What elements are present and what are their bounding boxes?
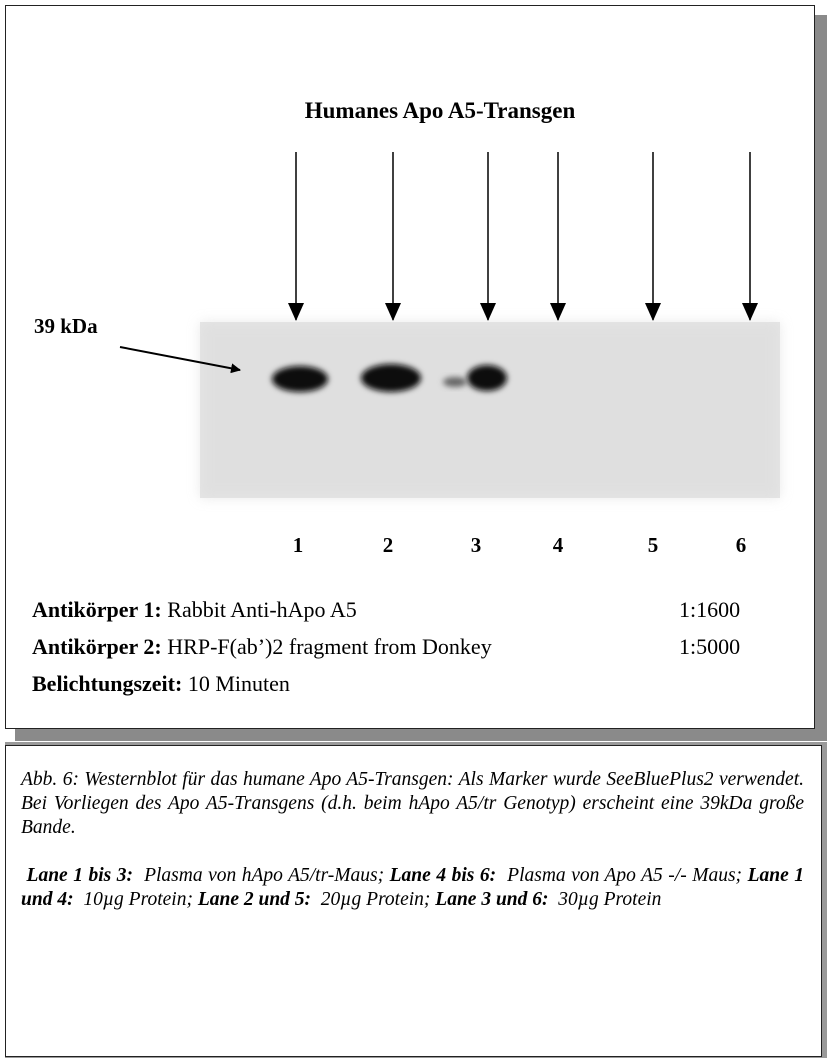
band: [361, 364, 421, 392]
antibody-row: Antikörper 1: Rabbit Anti-hApo A5: [32, 597, 357, 623]
lane-description-text: 20µg Protein;: [321, 889, 431, 910]
lane-description-text: Plasma von Apo A5 -/- Maus;: [507, 865, 742, 886]
marker-label: 39 kDa: [34, 314, 98, 339]
band-faint: [443, 377, 467, 387]
figure-title: Humanes Apo A5-Transgen: [200, 98, 680, 124]
caption: Abb. 6: Westernblot für das humane Apo A…: [21, 768, 804, 936]
lane-description-text: Plasma von hApo A5/tr-Maus;: [144, 865, 384, 886]
lane-label: 2: [373, 533, 403, 558]
antibody-label: Antikörper 1:: [32, 597, 162, 622]
lane-description-text: 10µg Protein;: [83, 889, 193, 910]
antibody-dilution: 1:1600: [679, 597, 740, 623]
lane-description-label: Lane 3 und 6:: [435, 889, 548, 910]
band: [272, 366, 328, 392]
lane-description-label: Lane 1 bis 3:: [27, 865, 133, 886]
lane-label: 5: [638, 533, 668, 558]
page: {"figure": {"title": "Humanes Apo A5-Tra…: [0, 0, 830, 1061]
lane-description-text: 30µg Protein: [558, 889, 661, 910]
antibody-row: Belichtungszeit: 10 Minuten: [32, 671, 290, 697]
antibody-text: 10 Minuten: [188, 671, 290, 696]
antibody-dilution: 1:5000: [679, 634, 740, 660]
band: [467, 365, 507, 391]
blot-texture: [200, 322, 780, 498]
lane-label: 6: [726, 533, 756, 558]
antibody-text: Rabbit Anti-hApo A5: [167, 597, 356, 622]
caption-description: Abb. 6: Westernblot für das humane Apo A…: [21, 768, 804, 840]
antibody-label: Antikörper 2:: [32, 634, 162, 659]
antibody-label: Belichtungszeit:: [32, 671, 182, 696]
lane-description-label: Lane 4 bis 6:: [390, 865, 496, 886]
lane-arrows: [296, 152, 750, 320]
antibody-text: HRP-F(ab’)2 fragment from Donkey: [167, 634, 491, 659]
lane-label: 3: [461, 533, 491, 558]
lane-label: 4: [543, 533, 573, 558]
lane-description-label: Lane 2 und 5:: [198, 889, 311, 910]
antibody-row: Antikörper 2: HRP-F(ab’)2 fragment from …: [32, 634, 492, 660]
lane-label: 1: [283, 533, 313, 558]
caption-lanes: Lane 1 bis 3: Plasma von hApo A5/tr-Maus…: [21, 864, 804, 912]
